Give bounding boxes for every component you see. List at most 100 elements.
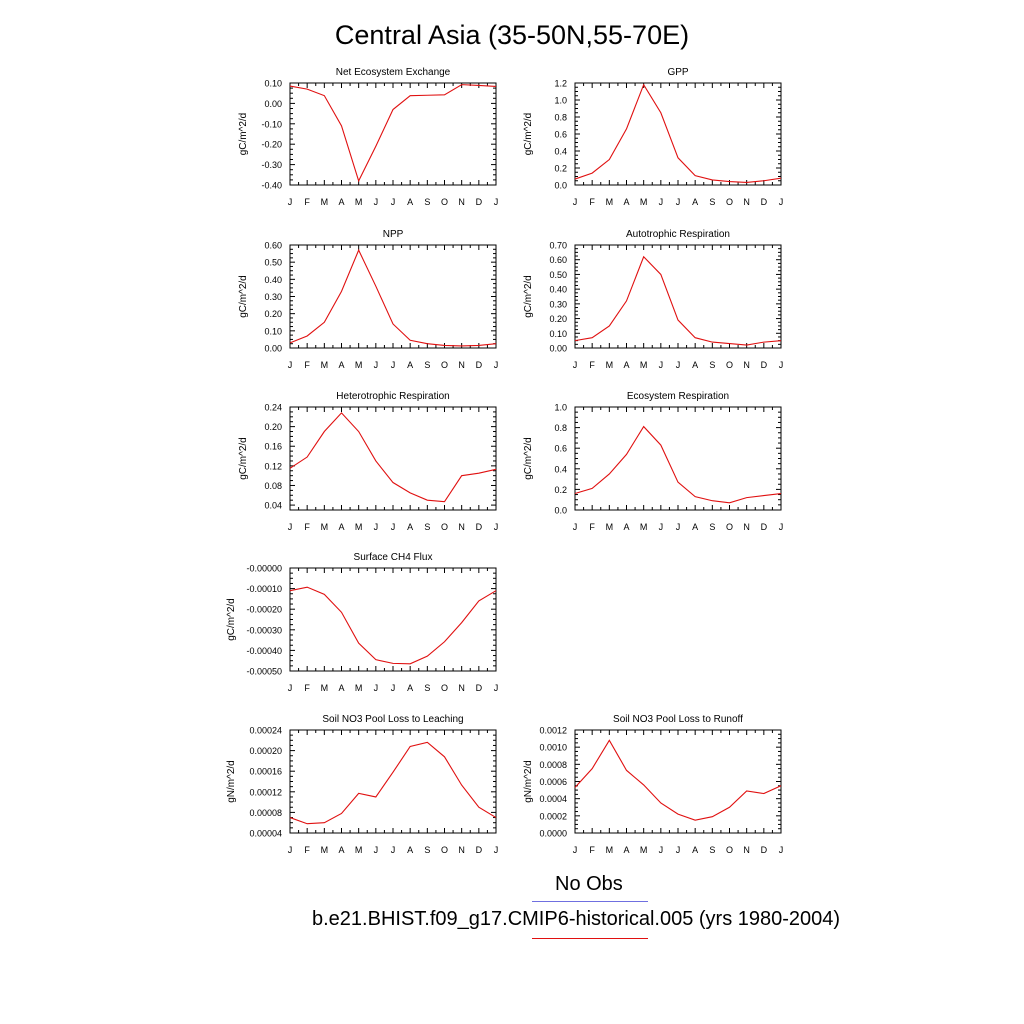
y-tick-label: 0.12	[264, 461, 282, 471]
x-tick-label: S	[709, 197, 715, 207]
plot-frame	[574, 244, 782, 349]
series-line	[574, 255, 782, 346]
x-tick-label: S	[424, 683, 430, 693]
legend-obs-label: No Obs	[555, 873, 623, 895]
x-tick-label: J	[494, 845, 499, 855]
series-line	[289, 586, 497, 665]
x-tick-label: J	[374, 522, 379, 532]
y-axis-label: gC/m^2/d	[523, 113, 534, 156]
x-tick-label: J	[659, 845, 664, 855]
y-tick-label: 0.8	[554, 113, 567, 123]
x-tick-label: M	[321, 683, 329, 693]
chart-title: Soil NO3 Pool Loss to Leaching	[322, 714, 463, 725]
x-tick-label: A	[623, 522, 629, 532]
x-tick-label: J	[573, 360, 578, 370]
x-tick-label: J	[374, 845, 379, 855]
y-tick-label: 0.2	[554, 164, 567, 174]
x-tick-label: M	[606, 522, 614, 532]
x-tick-label: M	[355, 683, 363, 693]
x-tick-label: J	[779, 845, 784, 855]
x-tick-label: N	[458, 360, 465, 370]
x-tick-label: O	[726, 845, 733, 855]
y-tick-label: 0.16	[264, 442, 282, 452]
y-tick-label: 0.24	[264, 403, 282, 413]
y-tick-label: 1.0	[554, 96, 567, 106]
y-tick-label: 0.20	[264, 309, 282, 319]
x-tick-label: F	[589, 845, 595, 855]
y-tick-label: 0.40	[549, 285, 567, 295]
chart-title: Autotrophic Respiration	[626, 229, 730, 240]
x-tick-label: J	[676, 522, 681, 532]
x-tick-label: F	[589, 360, 595, 370]
x-tick-label: A	[623, 360, 629, 370]
y-tick-label: 0.0000	[539, 829, 567, 839]
x-tick-label: A	[407, 683, 413, 693]
series-line	[289, 248, 497, 347]
legend-case-label: b.e21.BHIST.f09_g17.CMIP6-historical.005…	[312, 908, 841, 930]
x-tick-label: S	[709, 845, 715, 855]
x-tick-label: J	[391, 522, 396, 532]
plot-frame	[289, 406, 497, 511]
x-tick-label: N	[458, 197, 465, 207]
x-tick-label: J	[494, 360, 499, 370]
chart-title: NPP	[383, 229, 404, 240]
x-tick-label: J	[288, 845, 293, 855]
x-tick-label: S	[709, 360, 715, 370]
x-tick-label: D	[476, 845, 483, 855]
x-tick-label: A	[407, 360, 413, 370]
x-tick-label: A	[338, 683, 344, 693]
y-tick-label: 0.10	[264, 79, 282, 89]
series-line	[289, 741, 497, 825]
chart-title: Soil NO3 Pool Loss to Runoff	[613, 714, 743, 725]
x-tick-label: A	[407, 197, 413, 207]
x-tick-label: O	[441, 197, 448, 207]
x-tick-label: S	[424, 360, 430, 370]
x-tick-label: N	[743, 197, 750, 207]
y-tick-label: 0.20	[549, 314, 567, 324]
plot-frame	[289, 567, 497, 672]
series-line	[289, 412, 497, 503]
plot-frame	[289, 244, 497, 349]
y-tick-label: 0.00	[264, 344, 282, 354]
x-tick-label: D	[761, 197, 768, 207]
x-tick-label: F	[589, 197, 595, 207]
x-tick-label: J	[391, 197, 396, 207]
y-tick-label: 0.04	[264, 501, 282, 511]
x-tick-label: D	[476, 683, 483, 693]
x-tick-label: M	[606, 197, 614, 207]
y-tick-label: 0.2	[554, 485, 567, 495]
x-tick-label: J	[573, 522, 578, 532]
x-tick-label: S	[424, 845, 430, 855]
x-tick-label: J	[374, 360, 379, 370]
x-tick-label: N	[743, 522, 750, 532]
page-title: Central Asia (35-50N,55-70E)	[334, 20, 690, 50]
chart-title: Net Ecosystem Exchange	[336, 67, 451, 78]
x-tick-label: O	[441, 360, 448, 370]
y-axis-label: gC/m^2/d	[226, 598, 237, 641]
x-tick-label: D	[761, 522, 768, 532]
series-line	[289, 84, 497, 183]
y-tick-label: 1.2	[554, 79, 567, 89]
y-tick-label: -0.00020	[246, 605, 282, 615]
x-tick-label: A	[692, 845, 698, 855]
y-tick-label: 0.00004	[249, 829, 282, 839]
chart-title: Ecosystem Respiration	[627, 391, 729, 402]
y-tick-label: -0.20	[261, 140, 282, 150]
x-tick-label: J	[659, 360, 664, 370]
x-tick-label: A	[338, 360, 344, 370]
y-tick-label: 0.00008	[249, 808, 282, 818]
plot-frame	[289, 729, 497, 834]
y-tick-label: 0.8	[554, 423, 567, 433]
x-tick-label: J	[494, 197, 499, 207]
x-tick-label: F	[304, 360, 310, 370]
x-tick-label: A	[692, 197, 698, 207]
y-tick-label: 0.4	[554, 464, 567, 474]
x-tick-label: M	[355, 197, 363, 207]
y-axis-label: gN/m^2/d	[226, 760, 237, 803]
x-tick-label: A	[407, 522, 413, 532]
x-tick-label: O	[441, 683, 448, 693]
